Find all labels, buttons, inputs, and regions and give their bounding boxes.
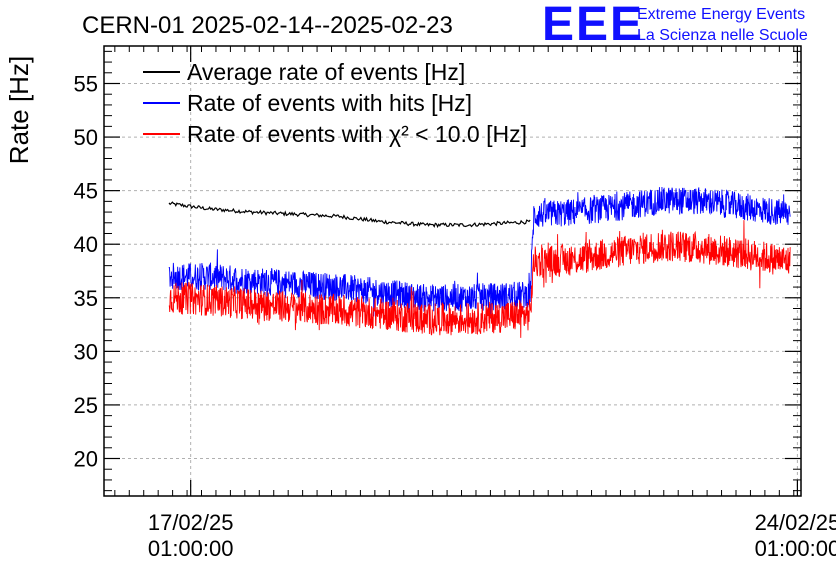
eee-logo: EEE — [542, 0, 644, 51]
x-tick-label-date: 17/02/25 — [148, 510, 234, 535]
y-tick-label: 35 — [74, 286, 98, 311]
series-group — [168, 186, 791, 338]
y-tick-label: 45 — [74, 179, 98, 204]
y-tick-label: 50 — [74, 125, 98, 150]
series-line-2 — [168, 220, 791, 338]
y-tick-label: 20 — [74, 447, 98, 472]
legend-label-hits: Rate of events with hits [Hz] — [187, 90, 472, 116]
x-tick-label-time: 01:00:00 — [755, 536, 836, 561]
y-tick-label: 55 — [74, 72, 98, 97]
legend-label-chi2: Rate of events with χ² < 10.0 [Hz] — [187, 121, 527, 147]
series-line-0 — [168, 201, 531, 229]
legend: Average rate of events [Hz] Rate of even… — [143, 59, 527, 147]
y-tick-label: 30 — [74, 339, 98, 364]
y-tick-label: 25 — [74, 393, 98, 418]
axes: 202530354045505517/02/2501:00:0024/02/25… — [74, 46, 836, 561]
legend-label-average: Average rate of events [Hz] — [187, 59, 465, 85]
y-tick-label: 40 — [74, 232, 98, 257]
x-tick-label-date: 24/02/25 — [755, 510, 836, 535]
y-axis-label: Rate [Hz] — [4, 56, 34, 164]
logo-line-2: La Scienza nelle Scuole — [637, 27, 808, 44]
plot-frame — [103, 45, 802, 497]
chart-title: CERN-01 2025-02-14--2025-02-23 — [82, 12, 453, 39]
x-tick-label-time: 01:00:00 — [148, 536, 234, 561]
logo-line-1: Extreme Energy Events — [637, 6, 805, 23]
series-line-1 — [168, 186, 791, 321]
